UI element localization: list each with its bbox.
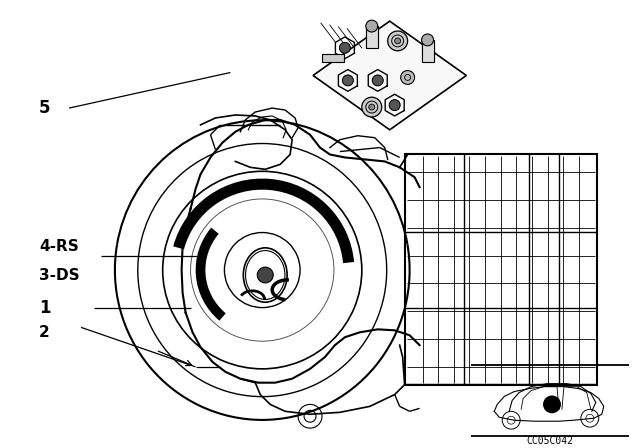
Bar bbox=[404, 155, 596, 385]
Circle shape bbox=[369, 104, 375, 110]
Text: 1: 1 bbox=[39, 299, 51, 317]
Circle shape bbox=[422, 34, 433, 46]
Text: CC05C042: CC05C042 bbox=[527, 436, 573, 446]
Circle shape bbox=[343, 76, 353, 85]
Polygon shape bbox=[313, 21, 467, 130]
Circle shape bbox=[366, 20, 378, 32]
Circle shape bbox=[373, 76, 383, 85]
Bar bbox=[366, 26, 378, 48]
Bar bbox=[422, 40, 433, 62]
Text: 5: 5 bbox=[39, 99, 51, 117]
Circle shape bbox=[388, 31, 408, 51]
Text: 4-RS: 4-RS bbox=[39, 239, 79, 254]
Circle shape bbox=[362, 97, 381, 117]
Circle shape bbox=[395, 38, 401, 44]
Circle shape bbox=[257, 267, 273, 283]
Text: 3-DS: 3-DS bbox=[39, 268, 80, 284]
Circle shape bbox=[401, 70, 415, 84]
Circle shape bbox=[543, 396, 561, 414]
Circle shape bbox=[390, 100, 399, 110]
Circle shape bbox=[340, 43, 350, 53]
Bar bbox=[322, 54, 344, 62]
Text: 2: 2 bbox=[39, 325, 50, 340]
